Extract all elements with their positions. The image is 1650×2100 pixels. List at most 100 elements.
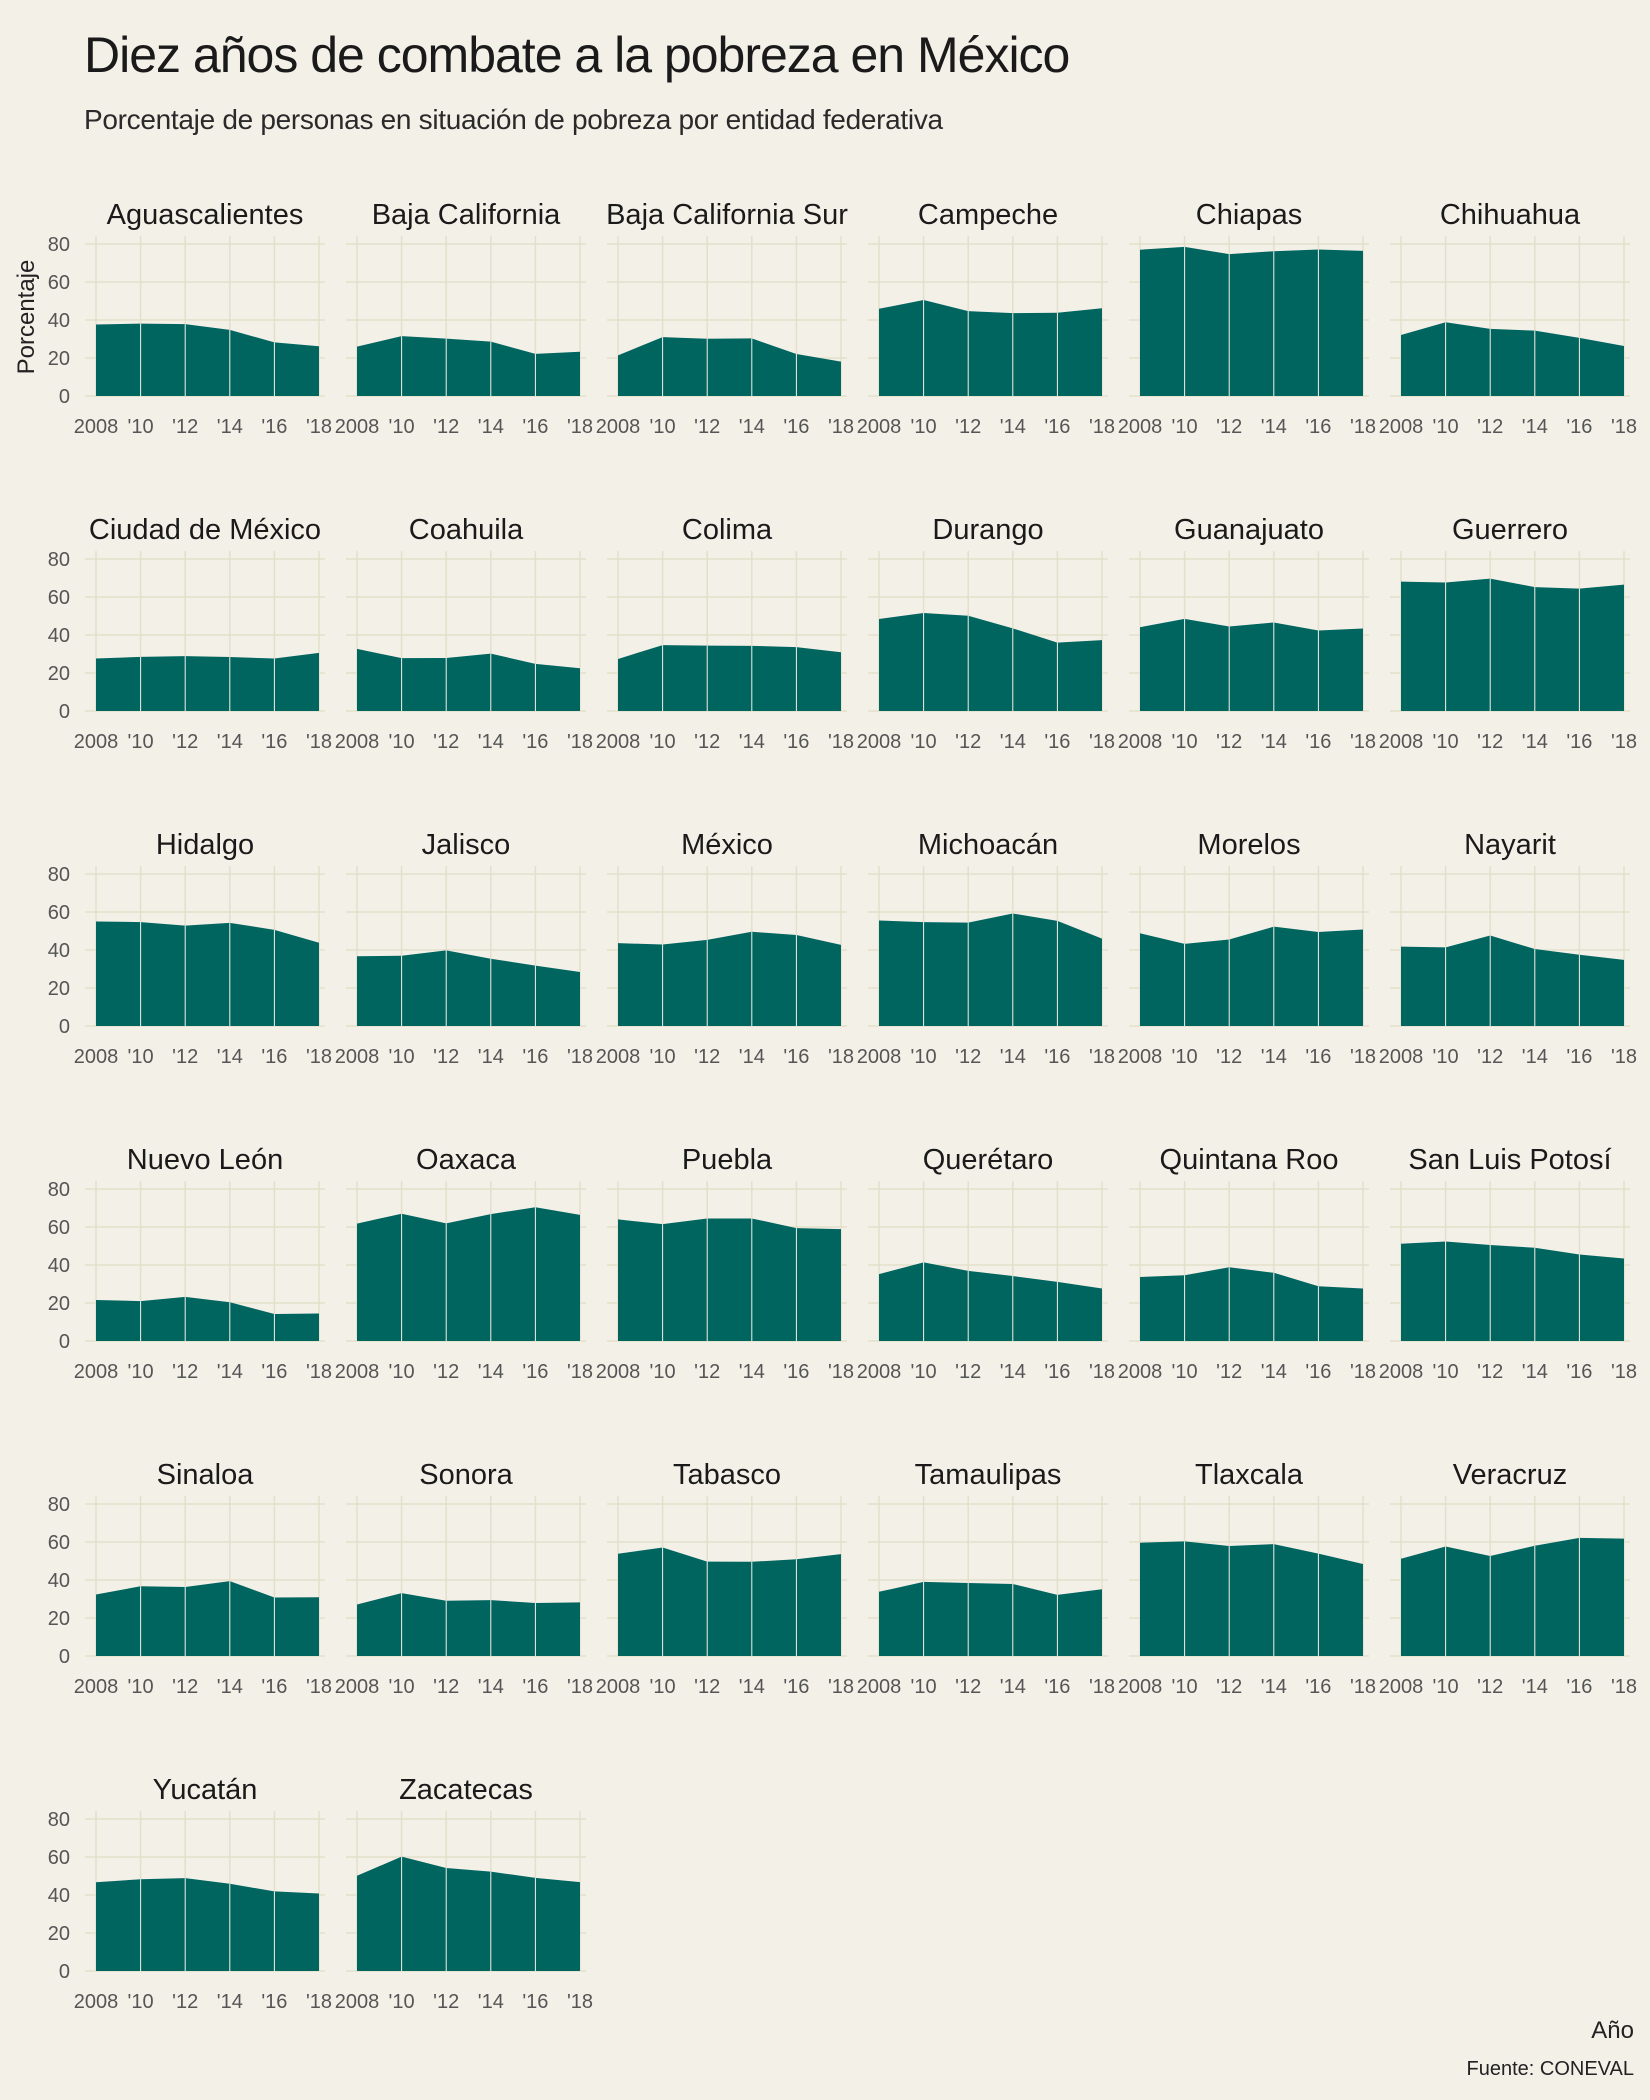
x-tick-label: '12 [433, 1676, 459, 1698]
x-tick-label: '16 [783, 1361, 809, 1383]
x-tick-label: '14 [739, 1676, 765, 1698]
x-tick-label: '12 [433, 731, 459, 753]
facet-title: San Luis Potosí [1408, 1144, 1611, 1176]
x-tick-label: 2008 [74, 1676, 119, 1698]
facet-title: Baja California [372, 199, 561, 231]
x-tick-label: '18 [1350, 1676, 1376, 1698]
area-series [1140, 1541, 1363, 1656]
area-series [618, 1547, 841, 1656]
x-tick-label: '14 [478, 416, 504, 438]
x-tick-label: '16 [783, 416, 809, 438]
y-tick-label: 0 [59, 701, 70, 723]
y-tick-label: 40 [48, 1570, 70, 1592]
x-tick-label: '16 [261, 731, 287, 753]
x-tick-label: '14 [1261, 1361, 1287, 1383]
x-tick-label: '14 [1261, 416, 1287, 438]
facet-title: Quintana Roo [1160, 1144, 1339, 1176]
facet-title: Oaxaca [416, 1144, 517, 1176]
area-series [1401, 1537, 1624, 1656]
x-tick-label: '16 [1044, 416, 1070, 438]
x-tick-label: '14 [1522, 1046, 1548, 1068]
x-tick-label: '18 [828, 1676, 854, 1698]
y-tick-label: 20 [48, 1923, 70, 1945]
y-tick-label: 40 [48, 940, 70, 962]
x-tick-label: 2008 [1118, 731, 1163, 753]
x-tick-label: 2008 [1379, 731, 1424, 753]
x-tick-label: '16 [261, 1361, 287, 1383]
x-tick-label: '10 [1433, 1361, 1459, 1383]
chart-subtitle: Porcentaje de personas en situación de p… [84, 104, 943, 135]
x-tick-label: '18 [1089, 1046, 1115, 1068]
x-tick-label: '16 [522, 1676, 548, 1698]
x-tick-label: '16 [1044, 731, 1070, 753]
facet-title: Querétaro [923, 1144, 1054, 1176]
x-tick-label: '14 [478, 1361, 504, 1383]
area-series [618, 931, 841, 1026]
facet-title: Nayarit [1464, 829, 1556, 861]
facet-title: Campeche [918, 199, 1058, 231]
x-tick-label: '10 [1172, 731, 1198, 753]
x-tick-label: '16 [522, 416, 548, 438]
x-tick-label: 2008 [857, 1046, 902, 1068]
x-tick-label: '12 [172, 731, 198, 753]
x-tick-label: '12 [955, 1676, 981, 1698]
facet-title: Ciudad de México [89, 514, 321, 546]
x-tick-label: 2008 [335, 731, 380, 753]
x-tick-label: '12 [694, 1046, 720, 1068]
y-tick-label: 80 [48, 1494, 70, 1516]
x-tick-label: '14 [1000, 416, 1026, 438]
x-tick-label: '18 [306, 1046, 332, 1068]
x-tick-label: '10 [911, 731, 937, 753]
y-tick-label: 60 [48, 272, 70, 294]
x-tick-label: '10 [389, 1676, 415, 1698]
x-tick-label: '12 [172, 1991, 198, 2013]
area-series [96, 1878, 319, 1971]
x-tick-label: '16 [1044, 1676, 1070, 1698]
x-tick-label: '10 [1172, 1676, 1198, 1698]
facet-title: Coahuila [409, 514, 524, 546]
x-tick-label: '12 [1477, 1046, 1503, 1068]
x-tick-label: '14 [1522, 1361, 1548, 1383]
x-tick-label: '10 [128, 416, 154, 438]
x-tick-label: '10 [1172, 1361, 1198, 1383]
x-tick-label: '16 [261, 416, 287, 438]
x-tick-label: '16 [1305, 731, 1331, 753]
x-tick-label: '18 [1611, 416, 1637, 438]
x-tick-label: '14 [217, 1676, 243, 1698]
x-tick-label: '10 [1172, 1046, 1198, 1068]
x-tick-label: 2008 [857, 731, 902, 753]
x-tick-label: 2008 [1379, 416, 1424, 438]
x-tick-label: '12 [1477, 1676, 1503, 1698]
y-tick-label: 80 [48, 1179, 70, 1201]
x-tick-label: '10 [911, 1361, 937, 1383]
y-tick-label: 60 [48, 587, 70, 609]
x-tick-label: '14 [739, 1046, 765, 1068]
facet-title: Aguascalientes [107, 199, 304, 231]
facet-title: Hidalgo [156, 829, 254, 861]
y-tick-label: 40 [48, 1885, 70, 1907]
x-tick-label: '16 [1305, 416, 1331, 438]
x-tick-label: '12 [1216, 416, 1242, 438]
x-tick-label: 2008 [1379, 1046, 1424, 1068]
area-series [879, 300, 1102, 396]
area-series [357, 1207, 580, 1341]
x-tick-label: '14 [478, 1991, 504, 2013]
y-tick-label: 80 [48, 234, 70, 256]
area-series [1140, 1267, 1363, 1341]
x-tick-label: 2008 [857, 416, 902, 438]
x-tick-label: '12 [433, 1991, 459, 2013]
x-tick-label: 2008 [335, 1361, 380, 1383]
y-tick-label: 80 [48, 864, 70, 886]
area-series [357, 336, 580, 396]
x-tick-label: '16 [1566, 1676, 1592, 1698]
x-tick-label: 2008 [596, 731, 641, 753]
x-tick-label: '12 [694, 416, 720, 438]
x-tick-label: 2008 [335, 1991, 380, 2013]
area-series [1401, 1241, 1624, 1341]
area-series [357, 1593, 580, 1656]
x-tick-label: '18 [306, 1991, 332, 2013]
x-tick-label: '12 [1477, 1361, 1503, 1383]
x-tick-label: '14 [217, 416, 243, 438]
x-tick-label: '12 [955, 731, 981, 753]
x-tick-label: '14 [739, 731, 765, 753]
